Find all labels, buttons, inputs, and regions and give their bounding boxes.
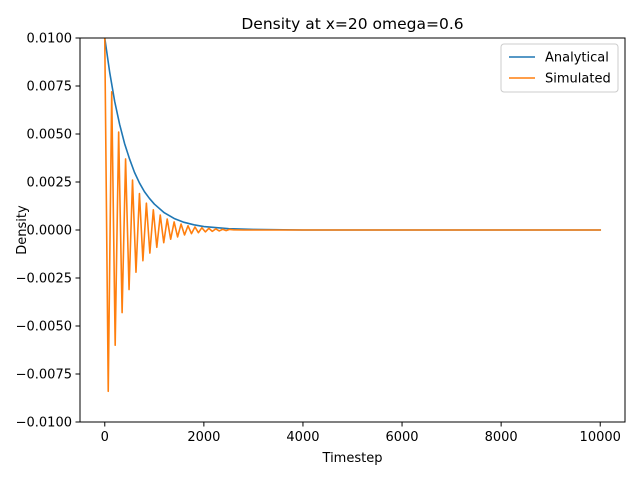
y-tick-label: 0.0100 bbox=[27, 32, 73, 47]
legend-label-simulated: Simulated bbox=[545, 72, 611, 87]
legend-label-analytical: Analytical bbox=[545, 51, 609, 66]
y-tick-label: 0.0025 bbox=[27, 176, 73, 191]
x-tick-label: 0 bbox=[101, 430, 109, 445]
x-tick-label: 2000 bbox=[187, 430, 220, 445]
chart-title: Density at x=20 omega=0.6 bbox=[241, 15, 463, 33]
series-group bbox=[103, 38, 602, 393]
x-tick-label: 8000 bbox=[485, 430, 518, 445]
x-tick-label: 6000 bbox=[385, 430, 418, 445]
y-tick-label: −0.0100 bbox=[16, 416, 72, 431]
y-tick-label: 0.0000 bbox=[27, 224, 73, 239]
y-tick-label: 0.0050 bbox=[27, 128, 73, 143]
x-tick-label: 10000 bbox=[580, 430, 621, 445]
plot-area: 0 2000 4000 6000 8000 10000 −0.0100 −0.0075 −0.0… bbox=[16, 32, 626, 445]
legend: Analytical Simulated bbox=[500, 43, 619, 93]
y-tick-label: −0.0050 bbox=[16, 320, 72, 335]
y-tick-label: −0.0025 bbox=[16, 272, 72, 287]
legend-box bbox=[500, 43, 619, 93]
y-tick-label: 0.0075 bbox=[27, 80, 73, 95]
x-tick-label: 4000 bbox=[286, 430, 319, 445]
x-axis-label: Timestep bbox=[322, 451, 383, 466]
series-line-simulated bbox=[103, 38, 602, 393]
y-tick-label: −0.0075 bbox=[16, 368, 72, 383]
y-axis-label: Density bbox=[15, 205, 30, 255]
